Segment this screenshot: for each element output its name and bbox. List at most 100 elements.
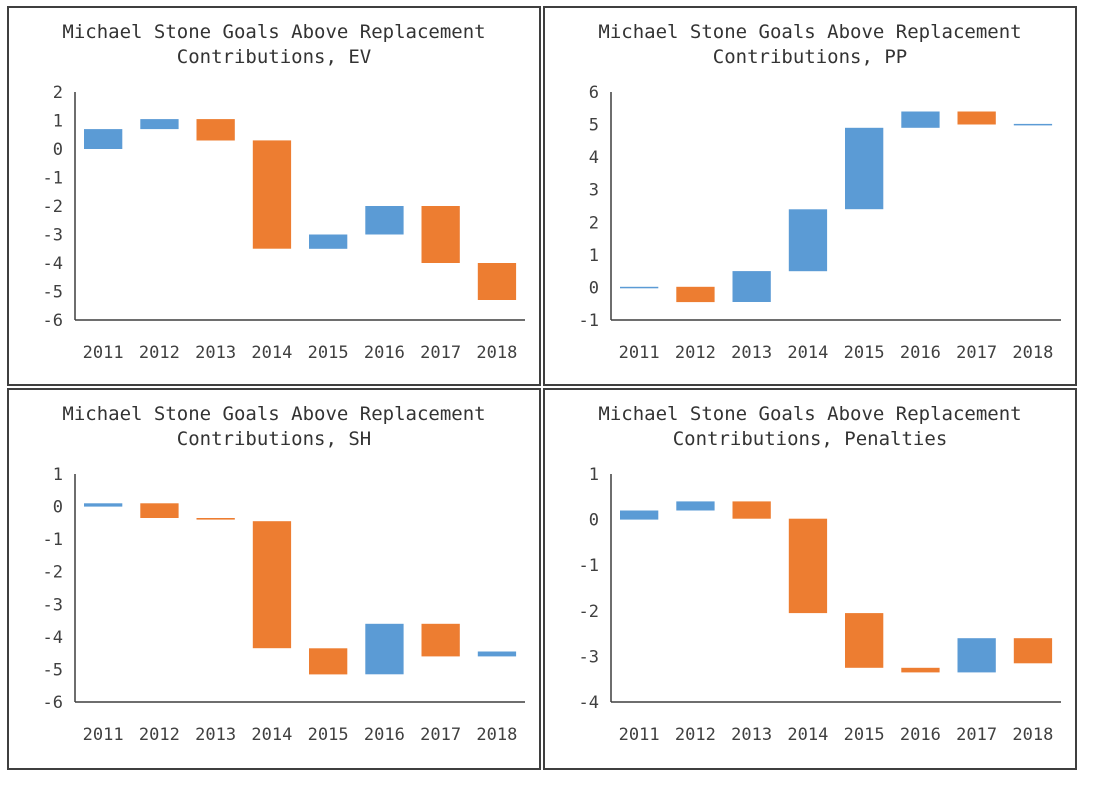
y-tick-label: 2 [589, 213, 599, 233]
x-tick-label: 2012 [675, 725, 716, 745]
x-tick-label: 2016 [900, 725, 941, 745]
x-tick-label: 2018 [1012, 725, 1053, 745]
x-tick-label: 2015 [308, 343, 349, 363]
chart-title: Michael Stone Goals Above Replacement Co… [545, 402, 1075, 452]
chart-title: Michael Stone Goals Above Replacement Co… [9, 402, 539, 452]
y-tick-label: 1 [53, 465, 63, 485]
y-tick-label: -2 [43, 197, 63, 217]
chart-panel-ev: Michael Stone Goals Above Replacement Co… [7, 6, 541, 386]
x-tick-label: 2011 [83, 725, 124, 745]
y-tick-label: -4 [43, 254, 63, 274]
x-tick-label: 2015 [844, 725, 885, 745]
waterfall-bar-2017 [957, 111, 996, 125]
x-tick-label: 2012 [675, 343, 716, 363]
waterfall-bar-2014 [788, 518, 828, 614]
y-tick-label: -5 [43, 660, 63, 680]
waterfall-bar-2017 [421, 206, 460, 263]
chart-plot-penalties: 1 0 -1 -2 -3 -4 2011 2012 2013 2014 2015 2016 2017 20… [579, 465, 1061, 745]
x-tick-label: 2016 [900, 343, 941, 363]
waterfall-bar-2011 [84, 503, 123, 507]
y-tick-label: -4 [43, 628, 63, 648]
waterfall-bar-2017 [957, 638, 996, 673]
chart-panel-pp: Michael Stone Goals Above Replacement Co… [543, 6, 1077, 386]
waterfall-bar-2011 [84, 129, 123, 149]
chart-title-line2: Contributions, SH [176, 428, 372, 450]
waterfall-bar-2018 [1013, 638, 1053, 664]
y-tick-label: 1 [53, 112, 63, 132]
y-tick-label: 1 [589, 465, 599, 485]
chart-title-line1: Michael Stone Goals Above Replacement [598, 403, 1022, 425]
waterfall-bar-2016 [901, 111, 940, 128]
y-tick-label: 2 [53, 83, 63, 103]
chart-title-line1: Michael Stone Goals Above Replacement [62, 403, 486, 425]
x-tick-label: 2012 [139, 725, 180, 745]
y-tick-label: 0 [589, 278, 599, 298]
chart-title-line2: Contributions, EV [176, 46, 372, 68]
y-tick-label: 0 [53, 498, 63, 518]
y-tick-label: 1 [589, 246, 599, 266]
y-tick-label: 4 [589, 148, 599, 168]
x-tick-label: 2014 [787, 725, 828, 745]
chart-plot-sh: 1 0 -1 -2 -3 -4 -5 -6 2011 2012 2013 2014 2015 2016 20… [43, 465, 525, 745]
waterfall-bar-2013 [196, 518, 235, 520]
waterfall-bar-2015 [845, 127, 884, 210]
waterfall-bar-2013 [732, 501, 771, 519]
y-tick-label: -2 [43, 563, 63, 583]
y-tick-label: 0 [589, 511, 599, 531]
x-tick-label: 2011 [619, 343, 660, 363]
waterfall-bar-2013 [196, 119, 235, 141]
x-tick-label: 2013 [731, 343, 772, 363]
chart-title-line2: Contributions, Penalties [672, 428, 948, 450]
x-tick-label: 2017 [956, 725, 997, 745]
waterfall-bar-2011 [620, 510, 659, 520]
x-tick-label: 2014 [251, 725, 292, 745]
waterfall-bar-2012 [140, 119, 179, 130]
x-tick-label: 2014 [251, 343, 292, 363]
waterfall-bar-2018 [477, 651, 517, 657]
waterfall-bar-2015 [309, 234, 348, 249]
chart-title: Michael Stone Goals Above Replacement Co… [9, 20, 539, 70]
y-tick-label: 6 [589, 83, 599, 103]
waterfall-bar-2018 [1013, 123, 1053, 126]
y-tick-label: 3 [589, 181, 599, 201]
chart-title: Michael Stone Goals Above Replacement Co… [545, 20, 1075, 70]
waterfall-bar-2014 [252, 521, 292, 649]
x-tick-label: 2018 [476, 343, 517, 363]
chart-plot-ev: 2 1 0 -1 -2 -3 -4 -5 -6 2011 2012 2013 2014 2015 2016 2… [43, 83, 525, 363]
waterfall-bar-2016 [365, 206, 404, 235]
waterfall-bar-2012 [140, 503, 179, 518]
y-tick-label: -1 [579, 311, 599, 331]
y-tick-label: -4 [579, 693, 599, 713]
waterfall-bar-2013 [732, 271, 771, 302]
waterfall-bar-2016 [901, 667, 940, 673]
chart-plot-pp: 6 5 4 3 2 1 0 -1 2011 2012 2013 2014 2015 2016 2017 201… [579, 83, 1061, 363]
x-tick-label: 2017 [420, 343, 461, 363]
y-tick-label: -6 [43, 693, 63, 713]
y-tick-label: -5 [43, 283, 63, 303]
y-tick-label: 5 [589, 116, 599, 136]
chart-title-line1: Michael Stone Goals Above Replacement [62, 21, 486, 43]
waterfall-bar-2012 [676, 286, 715, 303]
x-tick-label: 2017 [956, 343, 997, 363]
x-tick-label: 2018 [1012, 343, 1053, 363]
x-tick-label: 2013 [195, 343, 236, 363]
y-tick-label: -6 [43, 311, 63, 331]
x-tick-label: 2017 [420, 725, 461, 745]
x-tick-label: 2015 [308, 725, 349, 745]
waterfall-bar-2015 [845, 613, 884, 668]
chart-title-line1: Michael Stone Goals Above Replacement [598, 21, 1022, 43]
y-tick-label: -1 [43, 169, 63, 189]
y-tick-label: -3 [579, 647, 599, 667]
waterfall-bar-2015 [309, 648, 348, 675]
x-tick-label: 2011 [83, 343, 124, 363]
chart-panel-penalties: Michael Stone Goals Above Replacement Co… [543, 388, 1077, 770]
waterfall-bar-2017 [421, 623, 460, 657]
x-tick-label: 2011 [619, 725, 660, 745]
x-tick-label: 2013 [731, 725, 772, 745]
x-tick-label: 2015 [844, 343, 885, 363]
chart-panel-sh: Michael Stone Goals Above Replacement Co… [7, 388, 541, 770]
y-tick-label: -1 [43, 530, 63, 550]
waterfall-bar-2011 [620, 286, 659, 289]
x-tick-label: 2018 [476, 725, 517, 745]
waterfall-bar-2016 [365, 623, 404, 675]
